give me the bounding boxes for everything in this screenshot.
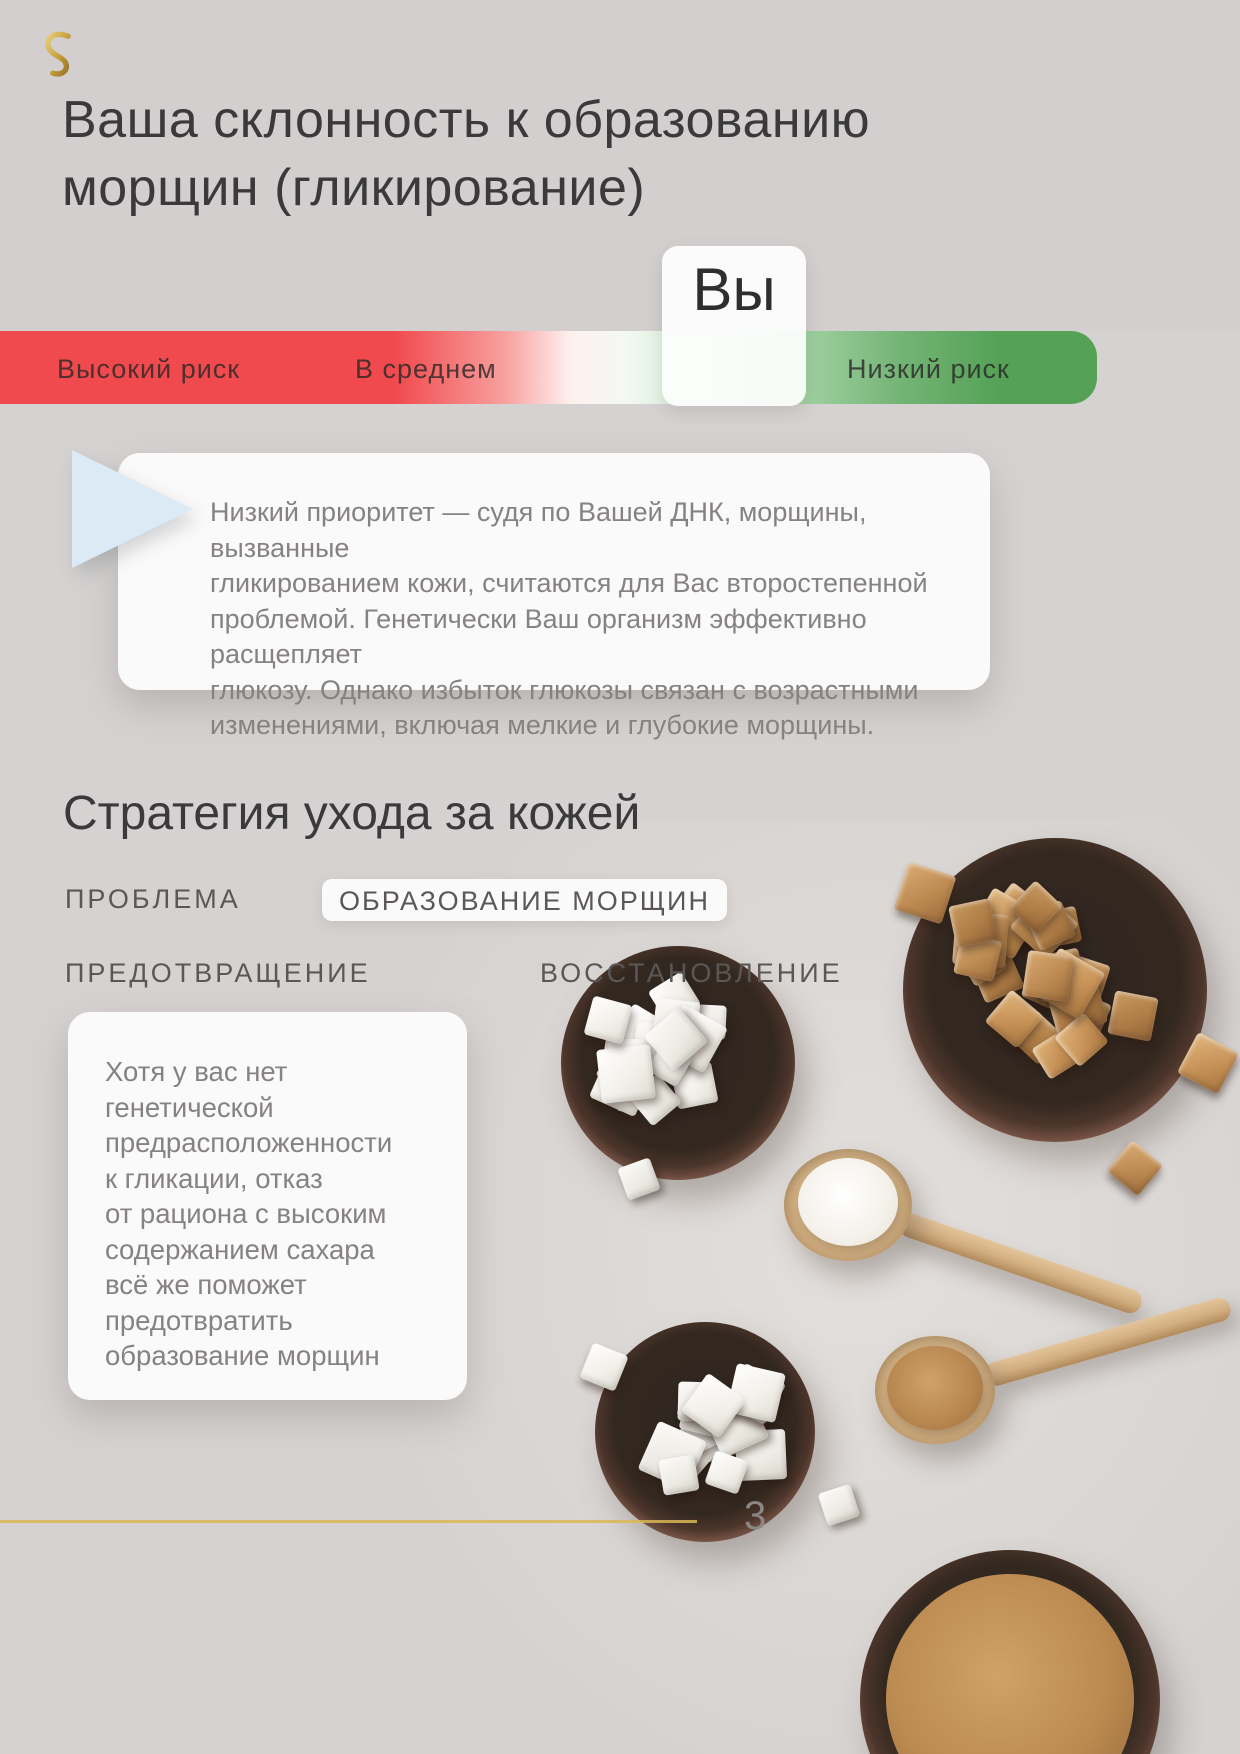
prevention-card: Хотя у вас нет генетической предрасполож… — [68, 1012, 467, 1400]
spilled-brown-sugar-cube — [1106, 1139, 1164, 1197]
top-background-band — [0, 0, 1240, 331]
sugar-cube — [657, 1454, 700, 1497]
result-card: Низкий приоритет — судя по Вашей ДНК, мо… — [118, 453, 990, 740]
dna-logo-icon — [45, 31, 71, 77]
bowl-brown-sugar-powder — [860, 1550, 1160, 1754]
brown-sugar-pile — [887, 1346, 983, 1430]
problem-label: ПРОБЛЕМА — [65, 884, 241, 914]
bowl-brown-sugar-cubes — [903, 838, 1207, 1142]
bowl-white-sugar-cubes-top — [561, 946, 795, 1180]
page-number: 3 — [744, 1494, 767, 1538]
column-header-prevention: ПРЕДОТВРАЩЕНИЕ — [65, 958, 371, 988]
sugar-cube — [1021, 949, 1074, 1002]
risk-label-average: В среднем — [355, 354, 497, 384]
risk-marker-you: Вы — [662, 246, 806, 406]
wooden-spoon-handle — [981, 1295, 1234, 1389]
wooden-spoon-handle — [896, 1210, 1146, 1317]
risk-label-low: Низкий риск — [847, 354, 1010, 384]
pointer-triangle-icon — [72, 450, 193, 568]
spilled-white-sugar-cube — [817, 1483, 861, 1527]
column-header-restoration: ВОССТАНОВЛЕНИЕ — [540, 958, 843, 988]
bowl-white-sugar-cubes-bottom — [595, 1322, 815, 1542]
white-sugar-pile — [798, 1158, 898, 1246]
strategy-section-title: Стратегия ухода за кожей — [63, 787, 641, 840]
risk-scale-bar: Высокий риск В среднем Низкий риск — [0, 331, 1097, 404]
result-text: Низкий приоритет — судя по Вашей ДНК, мо… — [210, 497, 928, 740]
page-title: Ваша склонность к образованию морщин (гл… — [62, 91, 871, 217]
brown-sugar-powder — [886, 1574, 1134, 1754]
problem-value-pill: ОБРАЗОВАНИЕ МОРЩИН — [322, 879, 727, 921]
prevention-text: Хотя у вас нет генетической предрасполож… — [105, 1056, 393, 1371]
footer-divider-line — [0, 1520, 697, 1523]
spilled-brown-sugar-cube — [948, 898, 998, 948]
sugar-cube — [1106, 989, 1159, 1042]
risk-label-high: Высокий риск — [57, 354, 241, 384]
photo-sugar-still-life — [400, 820, 1240, 1754]
sugar-cube — [595, 1043, 656, 1104]
